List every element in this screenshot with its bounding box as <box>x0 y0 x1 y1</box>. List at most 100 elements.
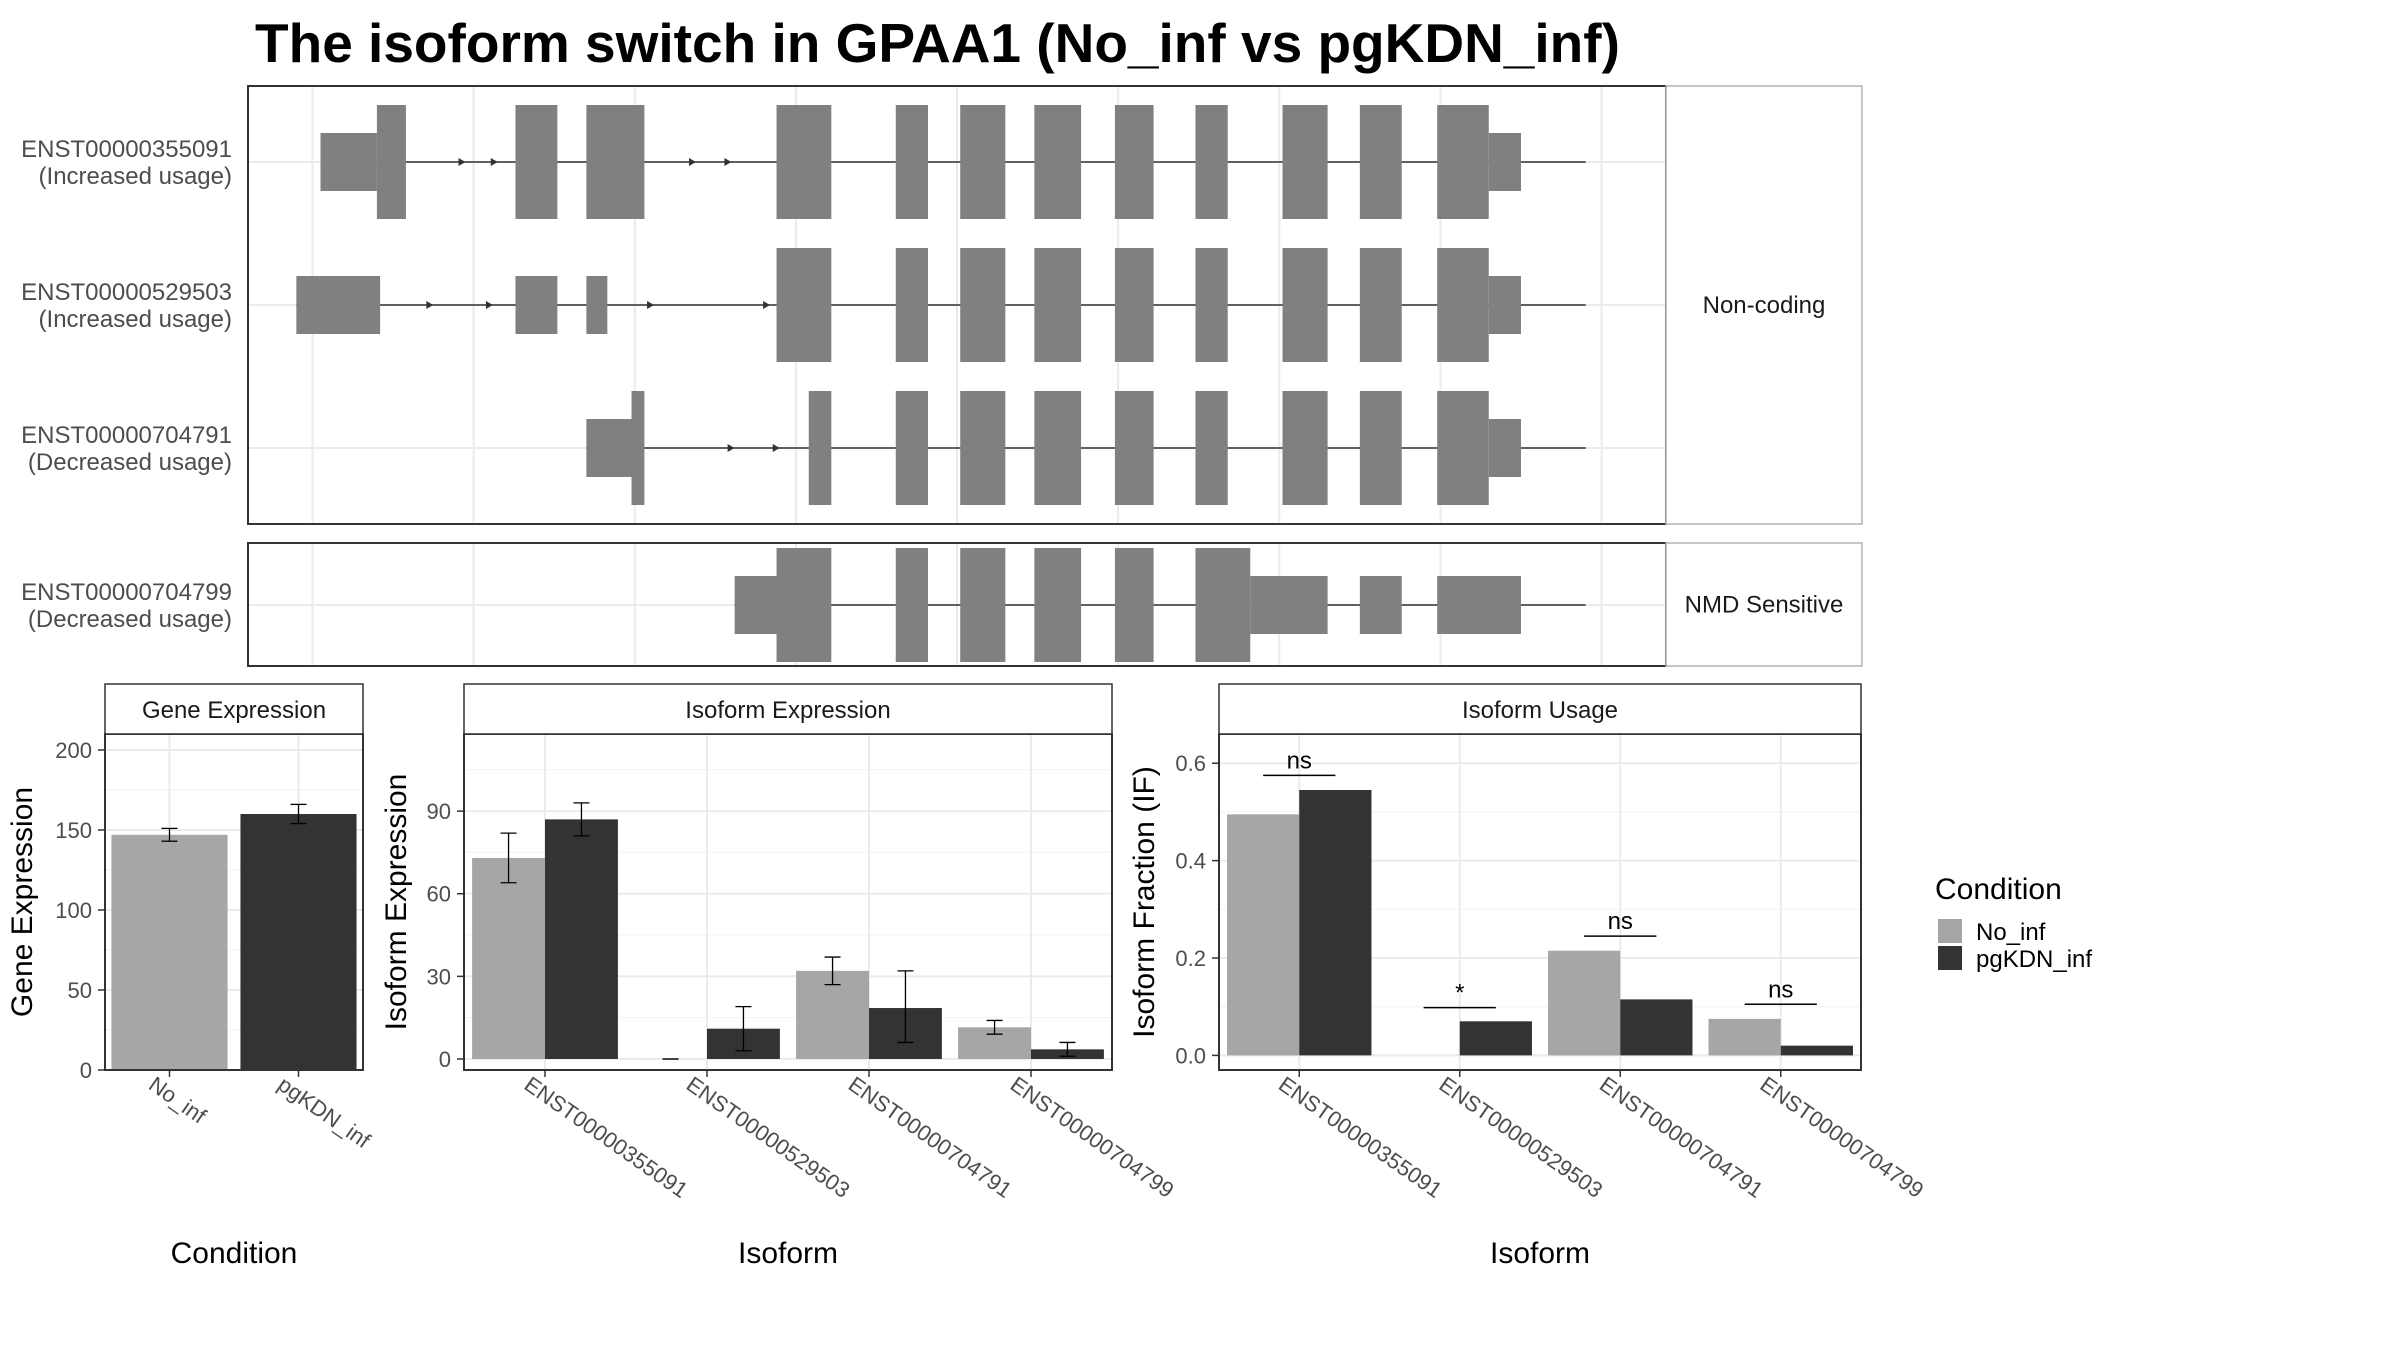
group-strip <box>1665 85 1863 525</box>
coding-exon <box>776 548 832 662</box>
transcript-model <box>296 248 1586 362</box>
figure-title: The isoform switch in GPAA1 (No_inf vs p… <box>255 12 1620 74</box>
bar <box>111 834 228 1070</box>
x-tick-label: ENST00000529503 <box>682 1072 855 1203</box>
strand-arrow <box>458 158 466 166</box>
y-axis-title: Gene Expression <box>6 787 39 1017</box>
bar <box>472 857 545 1059</box>
utr-exon <box>1437 576 1521 634</box>
coding-exon <box>1282 248 1328 362</box>
y-tick-label: 0 <box>439 1047 451 1072</box>
transcript-structure-plot: Non-coding ENST00000355091 (Increased usag… <box>21 85 1863 667</box>
coding-exon <box>1282 105 1328 219</box>
coding-exon <box>1195 248 1228 362</box>
utr-exon <box>1488 419 1521 477</box>
legend-swatch <box>1938 946 1962 970</box>
strand-arrow <box>772 444 780 452</box>
coding-exon <box>895 391 928 505</box>
error-bar <box>986 1019 1003 1035</box>
facet-title: Isoform Usage <box>1462 697 1618 724</box>
utr-exon <box>296 276 381 334</box>
bar <box>1620 999 1693 1056</box>
y-tick-label: 0 <box>80 1058 92 1083</box>
y-tick-label: 0.2 <box>1175 946 1206 971</box>
error-bar <box>897 970 914 1044</box>
strand-arrow <box>426 301 434 309</box>
structure-panel: Non-coding <box>247 85 1863 525</box>
facet-strip <box>104 683 364 735</box>
significance-label: ns <box>1608 908 1633 935</box>
coding-exon <box>376 105 406 219</box>
bar <box>1459 1021 1532 1056</box>
transcript-id-label: ENST00000704791 <box>21 422 232 449</box>
strand-arrow <box>688 158 696 166</box>
legend-swatch <box>1938 919 1962 943</box>
coding-exon <box>960 548 1006 662</box>
coding-exon <box>1195 548 1251 662</box>
utr-exon <box>1488 133 1521 191</box>
coding-exon <box>1195 391 1228 505</box>
bar <box>545 819 618 1059</box>
x-axis-title: Isoform <box>1490 1237 1590 1270</box>
transcript-id-label: ENST00000355091 <box>21 136 232 163</box>
strand-arrow <box>724 158 732 166</box>
group-strip <box>1665 542 1863 667</box>
x-axis-title: Condition <box>171 1237 298 1270</box>
significance-label: ns <box>1768 976 1793 1003</box>
utr-exon <box>320 133 377 191</box>
coding-exon <box>1359 105 1402 219</box>
coding-exon <box>1114 548 1154 662</box>
group-label: NMD Sensitive <box>1685 592 1844 619</box>
y-tick-label: 0.4 <box>1175 849 1206 874</box>
coding-exon <box>1437 248 1489 362</box>
coding-exon <box>1114 391 1154 505</box>
legend-label: pgKDN_inf <box>1976 946 2092 973</box>
coding-exon <box>895 105 928 219</box>
coding-exon <box>776 248 832 362</box>
utr-exon <box>515 276 558 334</box>
x-axis-title: Isoform <box>738 1237 838 1270</box>
significance-label: * <box>1455 980 1464 1007</box>
chart-panel: Gene Expression 0 50 100 150 200 No_inf pgKDN_i… <box>6 683 376 1270</box>
coding-exon <box>1437 391 1489 505</box>
transcript-id-label: ENST00000529503 <box>21 279 232 306</box>
x-tick-label: ENST00000704791 <box>1595 1072 1768 1203</box>
x-tick-label: ENST00000704799 <box>1006 1072 1179 1203</box>
transcript-status-label: (Increased usage) <box>39 306 232 333</box>
coding-exon <box>1114 105 1154 219</box>
facet-title: Gene Expression <box>142 697 326 724</box>
significance-label: ns <box>1287 747 1312 774</box>
utr-exon <box>586 419 632 477</box>
y-tick-label: 0.6 <box>1175 751 1206 776</box>
strand-arrow <box>647 301 655 309</box>
transcript-status-label: (Decreased usage) <box>28 449 232 476</box>
error-bar <box>735 1006 752 1052</box>
facet-strip <box>463 683 1113 735</box>
coding-exon <box>1195 105 1228 219</box>
coding-exon <box>1437 105 1489 219</box>
facet-title: Isoform Expression <box>685 697 890 724</box>
transcript-id-label: ENST00000704799 <box>21 579 232 606</box>
chart-panel: ns * ns ns Isoform Usage 0.0 0.2 0.4 0.6 ENST0000… <box>1128 683 1928 1270</box>
transcript-model <box>586 391 1586 505</box>
y-axis-title: Isoform Expression <box>380 774 413 1031</box>
strand-arrow <box>490 158 498 166</box>
utr-exon <box>1359 576 1402 634</box>
y-tick-label: 100 <box>55 898 92 923</box>
bar <box>1299 790 1372 1056</box>
strand-arrow <box>485 301 493 309</box>
y-tick-label: 150 <box>55 818 92 843</box>
strand-arrow <box>727 444 735 452</box>
y-tick-label: 50 <box>68 978 92 1003</box>
error-bar <box>824 956 841 986</box>
coding-exon <box>960 391 1006 505</box>
utr-exon <box>734 576 777 634</box>
bar <box>1227 814 1300 1056</box>
chart-panel: Isoform Expression 0 30 60 90 ENST00000355091… <box>380 683 1179 1270</box>
utr-exon <box>586 276 608 334</box>
coding-exon <box>895 248 928 362</box>
error-bar <box>161 827 178 842</box>
coding-exon <box>776 105 832 219</box>
